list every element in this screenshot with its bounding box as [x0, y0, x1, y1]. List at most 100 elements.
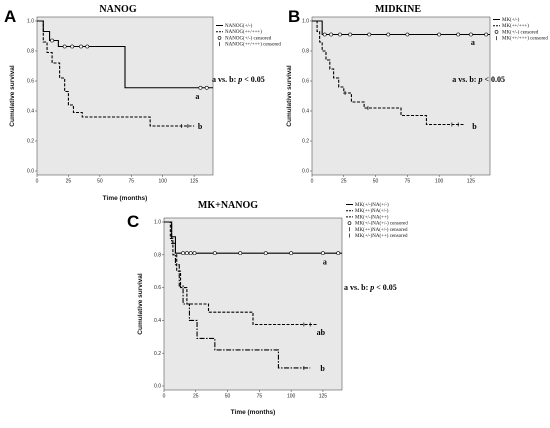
- censor-mark: [50, 38, 54, 43]
- censor-mark: [192, 251, 197, 256]
- censor-mark: [181, 251, 185, 256]
- legend-entry: MK(+/-) censored: [502, 30, 539, 35]
- censor-mark: [329, 32, 333, 37]
- censor-mark: [238, 251, 243, 256]
- x-tick-label: 50: [373, 179, 379, 185]
- x-tick-label: 125: [467, 179, 476, 185]
- annotation-part: p: [237, 75, 242, 84]
- censor-mark: [188, 251, 193, 256]
- chart-title: MIDKINE: [375, 4, 421, 15]
- annotation-part: < 0.05: [482, 75, 505, 84]
- series-line: [164, 221, 317, 326]
- censor-mark: [338, 32, 342, 37]
- censor-mark: [456, 32, 461, 37]
- x-tick-label: 0: [311, 179, 314, 185]
- x-tick-label: 25: [341, 179, 347, 185]
- x-tick-label: 75: [129, 179, 135, 185]
- series-line: [312, 20, 465, 126]
- legend-entry: MK(++)NA(+/-) censored: [355, 228, 408, 233]
- y-tick-label: 0.4: [154, 318, 161, 324]
- y-tick-label: 0.8: [302, 49, 309, 55]
- x-tick-label: 0: [36, 179, 39, 185]
- y-axis-label: Cumulative survival: [9, 65, 16, 127]
- y-tick-label: 0.8: [27, 49, 34, 55]
- legend-entry: NANOG(+/-) censored: [225, 36, 272, 41]
- y-tick-label: 0.4: [302, 109, 309, 115]
- censor-mark: [437, 32, 442, 37]
- chart-title: NANOG: [99, 4, 136, 15]
- annotation-part: p: [477, 75, 482, 84]
- legend-swatch: [217, 36, 222, 40]
- legend-entry: MK(++/+++): [502, 24, 529, 29]
- annotation-part: p: [369, 283, 374, 292]
- censor-mark: [289, 251, 294, 256]
- x-tick-label: 25: [66, 179, 72, 185]
- censor-mark: [322, 32, 327, 37]
- x-tick-label: 125: [190, 179, 199, 185]
- panel-c: C MK+NANOG 0.0 0.2 0.4 0.6 0.8 1.0 0 25 50 75 100 125…: [127, 200, 408, 416]
- censor-mark: [484, 32, 489, 37]
- censor-mark: [386, 32, 391, 37]
- censor-mark: [184, 251, 189, 256]
- legend-entry: NANOG(++/+++): [225, 30, 262, 35]
- group-label: a: [471, 38, 475, 47]
- group-label: b: [472, 122, 477, 131]
- legend-entry: MK(+/-): [502, 18, 520, 23]
- group-label: b: [198, 122, 203, 131]
- plot-area: [311, 16, 491, 176]
- annotation-part: < 0.05: [242, 75, 265, 84]
- group-label: a: [323, 257, 327, 266]
- annotation-part: a vs. b:: [452, 75, 478, 84]
- legend-entry: MK(+/-)NA(++): [355, 215, 389, 220]
- x-tick-label: 0: [163, 394, 166, 400]
- chart-title: MK+NANOG: [198, 200, 258, 211]
- x-tick-label: 50: [225, 394, 231, 400]
- y-tick-label: 0.6: [27, 79, 34, 85]
- legend-entry: MK(++/+++) censored: [502, 37, 548, 42]
- censor-mark: [62, 44, 67, 49]
- panel-letter: A: [4, 7, 16, 26]
- x-tick-label: 100: [159, 179, 168, 185]
- plot-area: [163, 217, 343, 391]
- censor-mark: [198, 85, 203, 90]
- group-label: a: [195, 92, 199, 101]
- significance-annotation-b: a vs. b: p < 0.05: [452, 75, 505, 84]
- legend-swatch: [347, 221, 352, 225]
- annotation-part: < 0.05: [374, 283, 397, 292]
- censor-mark: [336, 251, 341, 256]
- x-axis-label: Time (months): [103, 195, 148, 202]
- series-line: [37, 20, 195, 127]
- panel-b: B MIDKINE 0.0 0.2 0.4 0.6 0.8 1.0 0 25 50 75 100 125 C…: [286, 4, 548, 185]
- series-line: [164, 221, 311, 369]
- censor-mark: [263, 251, 268, 256]
- y-axis-label: Cumulative survival: [286, 65, 293, 127]
- x-tick-label: 100: [435, 179, 444, 185]
- annotation-part: a vs. b:: [212, 75, 238, 84]
- censor-mark: [469, 32, 473, 37]
- censor-mark: [70, 44, 75, 49]
- censor-mark: [321, 251, 325, 256]
- significance-annotation: a vs. b: p < 0.05: [344, 283, 397, 292]
- legend-entry: MK(++)NA(+/-): [355, 209, 389, 214]
- censor-mark: [405, 32, 410, 37]
- legend-swatch: [494, 30, 499, 34]
- y-tick-label: 1.0: [302, 19, 309, 25]
- significance-annotation: a vs. b: p < 0.05: [212, 75, 265, 84]
- group-label: b: [320, 364, 325, 373]
- y-tick-label: 0.2: [302, 139, 309, 145]
- x-axis-label: Time (months): [231, 409, 276, 416]
- panel-letter: B: [288, 7, 300, 26]
- censor-mark: [85, 44, 90, 49]
- x-tick-label: 50: [97, 179, 103, 185]
- x-tick-label: 25: [193, 394, 199, 400]
- panel-a: A NANOG 0.0 0.2 0.4 0.6 0.8 1.0 0 25 50 75 100 125 Cum…: [4, 4, 281, 202]
- y-tick-label: 0.2: [154, 351, 161, 357]
- y-tick-label: 0.2: [27, 139, 34, 145]
- censor-mark: [212, 251, 217, 256]
- censor-mark: [79, 44, 83, 49]
- censor-mark: [348, 32, 353, 37]
- legend-entry: NANOG(++/+++) censored: [225, 43, 281, 48]
- x-tick-label: 125: [319, 394, 328, 400]
- legend-entry: MK(+/-)NA(+/-) censored: [355, 222, 408, 227]
